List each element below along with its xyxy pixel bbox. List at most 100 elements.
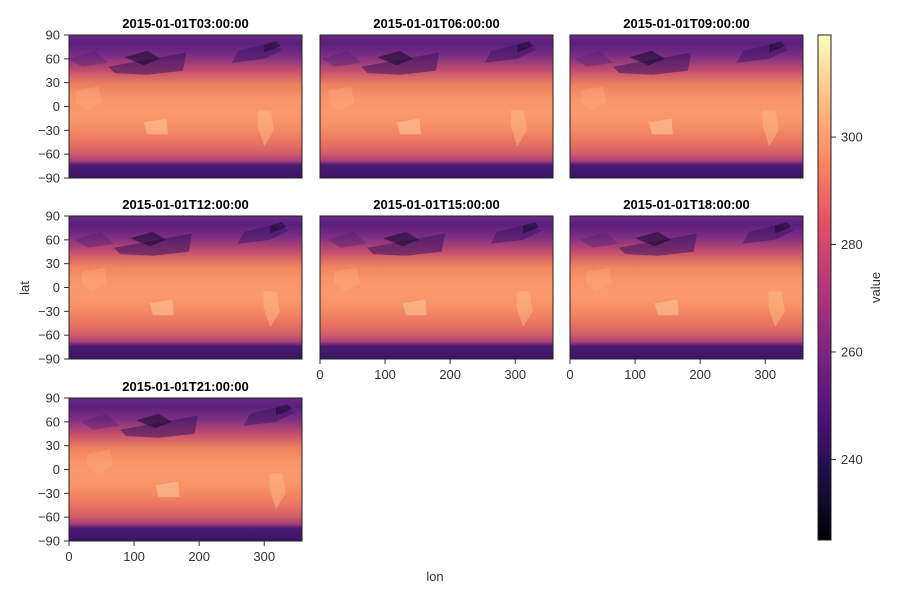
panel-title: 2015-01-01T15:00:00 — [373, 197, 499, 212]
panels-layer: 2015-01-01T03:00:009060300−30−60−902015-… — [38, 16, 804, 564]
x-tick-label: 0 — [566, 367, 573, 382]
y-tick-label: 30 — [46, 256, 60, 271]
panel-title: 2015-01-01T18:00:00 — [623, 197, 749, 212]
y-axis-label: lat — [17, 281, 32, 295]
heatmap-region — [402, 299, 427, 316]
x-tick-label: 300 — [504, 367, 526, 382]
heatmap-features — [69, 41, 284, 147]
heatmap-features — [74, 222, 290, 328]
panel-frame — [569, 34, 804, 179]
heatmap-region — [383, 231, 419, 247]
y-tick-label: −60 — [38, 147, 60, 162]
y-tick-label: 0 — [53, 280, 60, 295]
y-tick-label: −60 — [38, 328, 60, 343]
heatmap-features — [579, 222, 795, 328]
y-tick-label: −90 — [38, 171, 60, 186]
panel-frame — [319, 215, 554, 360]
heatmap-region — [75, 86, 102, 111]
map-panel: 2015-01-01T06:00:00 — [319, 16, 554, 179]
y-tick-label: −60 — [38, 510, 60, 525]
y-tick-label: 90 — [46, 391, 60, 406]
heatmap-features — [322, 41, 537, 147]
heatmap-features — [573, 41, 789, 147]
x-axis-label: lon — [426, 569, 443, 584]
y-tick-label: 0 — [53, 99, 60, 114]
heatmap-region — [155, 481, 180, 498]
map-panel: 2015-01-01T03:00:00 90 60 30 0 −30 −60 −90 — [38, 16, 303, 186]
heatmap-region — [523, 222, 540, 234]
map-panel: 2015-01-01T12:00:00 90 60 30 0 −30 −60 −90 — [38, 197, 303, 367]
map-panel: 2015-01-01T15:00:00 0 100 200 300 — [316, 197, 554, 382]
y-tick-label: −30 — [38, 486, 60, 501]
colorbar-gradient — [817, 34, 832, 541]
y-tick-label: 30 — [46, 438, 60, 453]
heatmap-region — [377, 50, 414, 66]
heatmap-region — [69, 50, 109, 67]
panel-title: 2015-01-01T21:00:00 — [122, 379, 248, 394]
map-panel: 2015-01-01T09:00:00 — [569, 16, 804, 179]
heatmap-region — [762, 110, 779, 147]
colorbar-label: value — [868, 272, 883, 303]
heatmap-region — [510, 110, 527, 147]
heatmap-region — [322, 50, 361, 67]
x-tick-label: 0 — [316, 367, 323, 382]
y-tick-label: −30 — [38, 304, 60, 319]
heatmap-region — [81, 267, 108, 292]
heatmap-region — [328, 86, 355, 111]
heatmap-region — [276, 404, 293, 416]
heatmap-region — [124, 50, 161, 66]
panel-title: 2015-01-01T12:00:00 — [122, 197, 248, 212]
heatmap-region — [586, 267, 613, 292]
panel-frame — [319, 34, 554, 179]
heatmap-region — [517, 41, 534, 53]
x-tick-label: 200 — [188, 549, 210, 564]
heatmap-region — [80, 413, 120, 430]
y-tick-label: 0 — [53, 462, 60, 477]
heatmap-region — [396, 118, 421, 135]
panel-title: 2015-01-01T09:00:00 — [623, 16, 749, 31]
heatmap-region — [768, 291, 785, 328]
heatmap-region — [573, 50, 613, 67]
panel-title: 2015-01-01T03:00:00 — [122, 16, 248, 31]
heatmap-region — [130, 231, 166, 247]
x-tick-label: 100 — [123, 549, 145, 564]
heatmap-region — [270, 222, 287, 234]
heatmap-region — [136, 413, 172, 429]
y-tick-label: 60 — [46, 232, 60, 247]
y-tick-label: 30 — [46, 75, 60, 90]
heatmap-features — [327, 222, 543, 328]
x-tick-label: 100 — [374, 367, 396, 382]
heatmap-region — [648, 118, 673, 135]
heatmap-region — [775, 222, 792, 234]
y-tick-label: 90 — [46, 28, 60, 43]
x-tick-label: 100 — [624, 367, 646, 382]
heatmap-region — [334, 267, 361, 292]
heatmap-region — [149, 299, 174, 316]
y-tick-label: −90 — [38, 352, 60, 367]
x-tick-label: 200 — [439, 367, 461, 382]
heatmap-region — [143, 118, 168, 135]
y-tick-label: 60 — [46, 414, 60, 429]
colorbar: 240 260 280 300 value — [817, 34, 883, 541]
heatmap-region — [257, 110, 274, 147]
colorbar-tick-label: 240 — [841, 452, 863, 467]
heatmap-region — [269, 473, 286, 510]
heatmap-region — [264, 41, 281, 53]
heatmap-region — [635, 231, 671, 247]
y-tick-label: −30 — [38, 123, 60, 138]
heatmap-features — [80, 404, 296, 510]
heatmap-region — [87, 449, 114, 474]
heatmap-region — [74, 231, 114, 248]
heatmap-region — [327, 231, 367, 248]
panel-title: 2015-01-01T06:00:00 — [373, 16, 499, 31]
x-tick-label: 200 — [689, 367, 711, 382]
colorbar-tick-label: 280 — [841, 237, 863, 252]
heatmap-region — [263, 291, 280, 328]
map-panel: 2015-01-01T18:00:00 0 100 200 300 — [566, 197, 804, 382]
heatmap-region — [579, 231, 619, 248]
heatmap-region — [654, 299, 679, 316]
colorbar-tick-label: 300 — [841, 130, 863, 145]
heatmap-region — [516, 291, 533, 328]
y-tick-label: −90 — [38, 534, 60, 549]
